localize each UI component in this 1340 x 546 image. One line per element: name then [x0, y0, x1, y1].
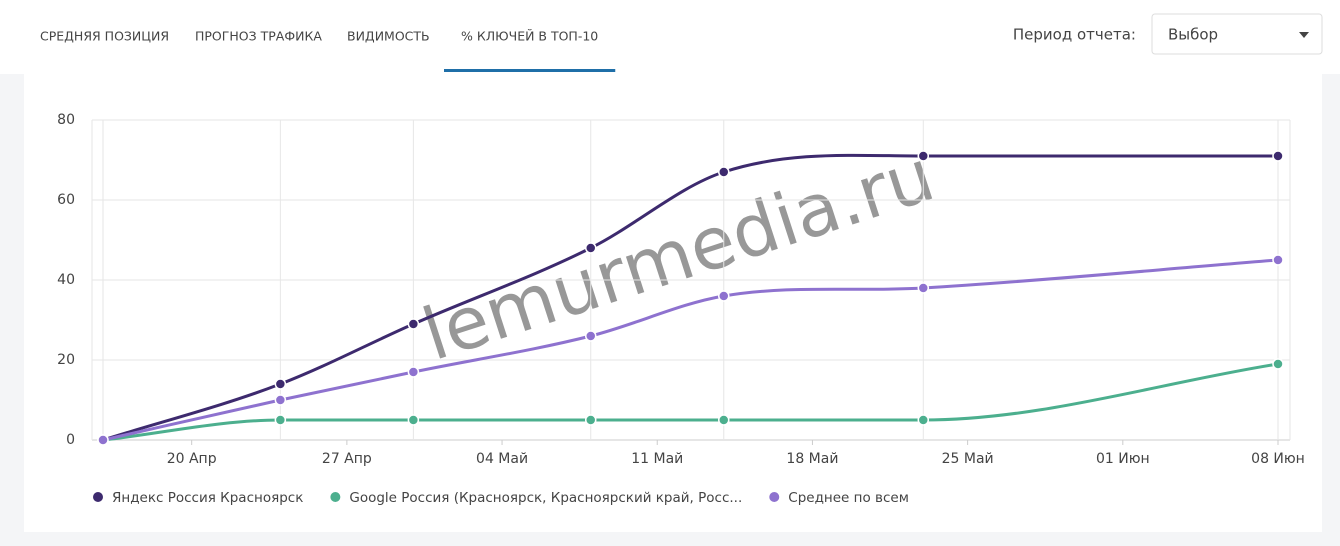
data-point[interactable]	[1272, 358, 1284, 370]
y-tick-label: 20	[57, 352, 75, 368]
top-bar	[0, 0, 1340, 74]
period-select-value[interactable]: Выбор	[1168, 26, 1218, 44]
data-point[interactable]	[407, 318, 420, 330]
tab[interactable]: ПРОГНОЗ ТРАФИКА	[195, 29, 322, 44]
x-tick-label: 25 Май	[942, 451, 994, 467]
y-tick-label: 0	[66, 432, 75, 448]
y-tick-label: 80	[57, 112, 75, 128]
tab[interactable]: % КЛЮЧЕЙ В ТОП-10	[461, 29, 598, 44]
period-label: Период отчета:	[1013, 26, 1136, 44]
data-point[interactable]	[97, 434, 109, 446]
data-point[interactable]	[718, 414, 730, 426]
tab[interactable]: СРЕДНЯЯ ПОЗИЦИЯ	[40, 29, 169, 44]
chart-card	[24, 74, 1322, 532]
tab[interactable]: ВИДИМОСТЬ	[347, 29, 430, 44]
data-point[interactable]	[407, 414, 420, 426]
legend-marker	[769, 492, 780, 502]
y-tick-label: 60	[57, 192, 75, 208]
data-point[interactable]	[718, 166, 730, 178]
legend-label[interactable]: Google Россия (Красноярск, Красноярский …	[349, 490, 742, 506]
data-point[interactable]	[584, 414, 597, 426]
x-tick-label: 08 Июн	[1251, 451, 1305, 467]
data-point[interactable]	[274, 414, 287, 426]
data-point[interactable]	[1272, 254, 1284, 266]
data-point[interactable]	[718, 290, 730, 302]
active-tab-underline	[444, 69, 616, 72]
legend-label[interactable]: Среднее по всем	[788, 490, 909, 506]
x-tick-label: 04 Май	[476, 451, 528, 467]
data-point[interactable]	[1272, 150, 1284, 162]
legend-label[interactable]: Яндекс Россия Красноярск	[112, 490, 303, 506]
data-point[interactable]	[274, 394, 287, 406]
x-tick-label: 11 Май	[631, 451, 683, 467]
data-point[interactable]	[917, 282, 930, 294]
data-point[interactable]	[584, 242, 597, 254]
x-tick-label: 18 Май	[786, 451, 838, 467]
x-tick-label: 20 Апр	[167, 451, 217, 467]
x-tick-label: 01 Июн	[1096, 451, 1150, 467]
x-tick-label: 27 Апр	[322, 451, 372, 467]
legend-marker	[93, 492, 103, 502]
legend-marker	[330, 492, 341, 502]
data-point[interactable]	[274, 378, 287, 390]
data-point[interactable]	[584, 330, 597, 342]
data-point[interactable]	[917, 150, 930, 162]
data-point[interactable]	[917, 414, 930, 426]
select-arrow	[1299, 32, 1309, 38]
y-tick-label: 40	[57, 272, 75, 288]
data-point[interactable]	[407, 366, 420, 378]
period-select[interactable]	[1151, 13, 1323, 55]
